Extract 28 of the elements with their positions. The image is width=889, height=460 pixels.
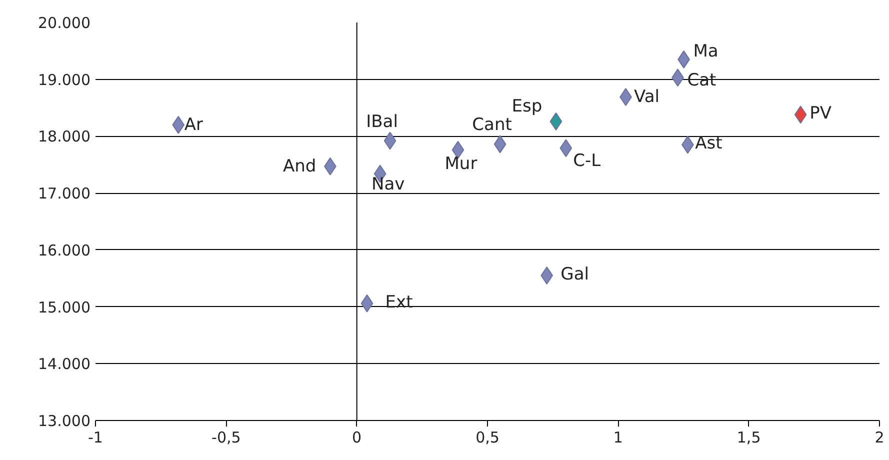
annotation: Val: [634, 86, 660, 107]
annotation: PV: [810, 104, 832, 124]
x-tick-label: -0,5: [212, 428, 241, 446]
x-tick-label: 0: [352, 428, 362, 446]
annotation: Cant: [472, 115, 512, 136]
y-tick-label: 14.000: [38, 355, 91, 374]
annotation: Nav: [371, 174, 405, 195]
x-tick-label: 2: [874, 428, 884, 446]
annotation: IBal: [366, 112, 398, 132]
x-tick-label: -1: [88, 428, 103, 446]
annotation: And: [282, 156, 316, 176]
annotation: Gal: [560, 264, 589, 285]
annotation: Ma: [693, 41, 718, 62]
x-tick-label: 1: [613, 428, 623, 446]
y-tick-label: 18.000: [38, 128, 91, 146]
x-tick-label: 1,5: [736, 428, 761, 446]
annotation: C-L: [573, 151, 602, 172]
y-tick-label: 17.000: [38, 184, 91, 203]
annotation: Ar: [184, 114, 203, 135]
y-tick-label: 16.000: [38, 241, 91, 260]
annotation: Mur: [444, 154, 478, 174]
y-tick-label: 13.000: [38, 412, 91, 430]
y-tick-label: 15.000: [38, 298, 91, 316]
y-tick-label: 20.000: [38, 14, 91, 32]
annotation: Esp: [512, 96, 542, 116]
annotation: Ast: [695, 134, 723, 154]
x-tick-label: 0,5: [476, 428, 500, 446]
y-tick-label: 19.000: [38, 70, 91, 89]
